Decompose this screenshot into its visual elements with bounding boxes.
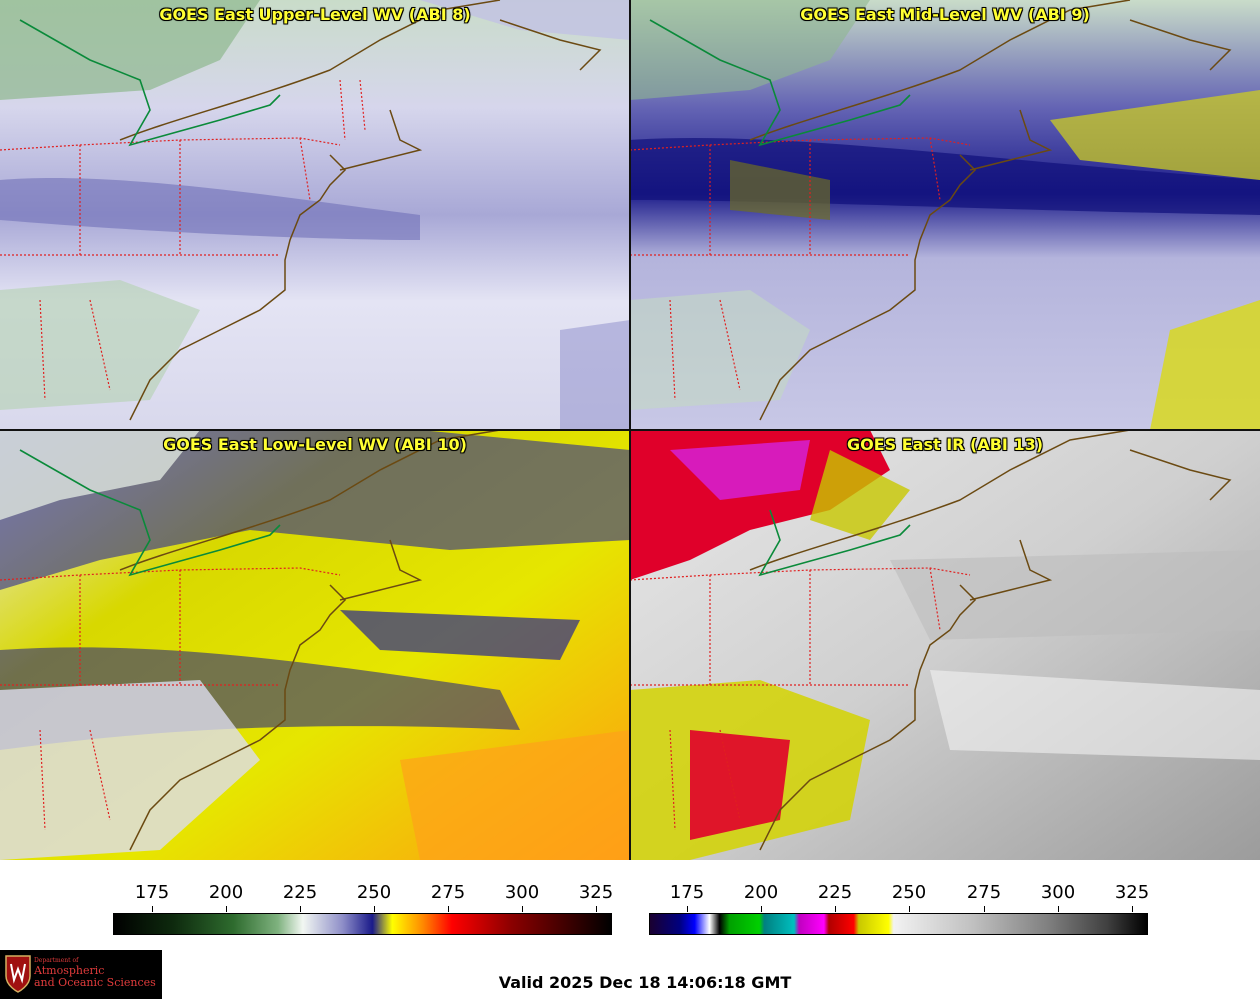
ir-tick-mark	[1132, 906, 1133, 912]
panel-low-level-wv: GOES East Low-Level WV (ABI 10)	[0, 430, 630, 860]
ir-tick-label: 200	[743, 882, 779, 903]
ir-tick-mark	[835, 906, 836, 912]
wv-tick-label: 200	[208, 882, 244, 903]
ir-colorbar	[649, 913, 1148, 935]
ir-tick-label: 300	[1040, 882, 1076, 903]
coastline-3	[119, 430, 501, 851]
wv-color-scale: 175 200 225 250 275 300 325	[113, 870, 614, 940]
logo-line-1: Atmospheric	[34, 964, 105, 977]
wv-tick-mark	[448, 906, 449, 912]
wv-tick-label: 225	[282, 882, 318, 903]
canada-border-3	[19, 449, 281, 577]
ir-image	[630, 430, 1260, 860]
uw-crest-icon	[5, 955, 31, 993]
wv-tick-label: 300	[504, 882, 540, 903]
ir-tick-mark	[687, 906, 688, 912]
ir-scale-ticks: 175 200 225 250 275 300 325	[649, 870, 1150, 912]
wv-tick-mark	[522, 906, 523, 912]
wv-colorbar	[113, 913, 612, 935]
ir-tick-label: 325	[1114, 882, 1150, 903]
panel-title-low: GOES East Low-Level WV (ABI 10)	[163, 435, 467, 454]
panel-title-ir: GOES East IR (ABI 13)	[846, 435, 1044, 454]
valid-time: Valid 2025 Dec 18 14:06:18 GMT	[498, 973, 792, 992]
state-borders-4	[630, 567, 971, 831]
ir-tick-mark	[761, 906, 762, 912]
panel-title-mid: GOES East Mid-Level WV (ABI 9)	[800, 5, 1090, 24]
panel-upper-level-wv: GOES East Upper-Level WV (ABI 8)	[0, 0, 630, 430]
canada-border-4	[758, 509, 911, 577]
mid-level-wv-image	[630, 0, 1260, 430]
wv-tick-label: 325	[578, 882, 614, 903]
canada-border	[19, 19, 281, 147]
wv-tick-mark	[226, 906, 227, 912]
wv-tick-label: 275	[430, 882, 466, 903]
ir-tick-mark	[1058, 906, 1059, 912]
logo-text: Department of Atmospheric and Oceanic Sc…	[34, 957, 156, 989]
ir-tick-label: 225	[817, 882, 853, 903]
wv-scale-ticks: 175 200 225 250 275 300 325	[113, 870, 614, 912]
coastline-2	[749, 0, 1232, 421]
wv-tick-mark	[152, 906, 153, 912]
upper-level-wv-image	[0, 0, 630, 430]
wv-tick-label: 250	[356, 882, 392, 903]
wv-tick-label: 175	[134, 882, 170, 903]
ir-tick-label: 250	[891, 882, 927, 903]
low-level-wv-image	[0, 430, 630, 860]
logo-line-0: Department of	[34, 957, 79, 964]
ir-tick-mark	[984, 906, 985, 912]
wv-tick-mark	[300, 906, 301, 912]
coastline-4	[749, 430, 1232, 851]
wv-tick-mark	[596, 906, 597, 912]
aos-logo: Department of Atmospheric and Oceanic Sc…	[0, 950, 162, 999]
panel-ir: GOES East IR (ABI 13)	[630, 430, 1260, 860]
canada-border-2	[649, 19, 911, 147]
logo-line-2: and Oceanic Sciences	[34, 976, 156, 989]
wv-tick-mark	[374, 906, 375, 912]
panel-divider-horizontal	[0, 429, 1260, 431]
panel-mid-level-wv: GOES East Mid-Level WV (ABI 9)	[630, 0, 1260, 430]
ir-tick-label: 275	[966, 882, 1002, 903]
state-borders-2	[630, 137, 971, 401]
panel-title-upper: GOES East Upper-Level WV (ABI 8)	[159, 5, 471, 24]
state-borders	[0, 79, 366, 401]
ir-color-scale: 175 200 225 250 275 300 325	[649, 870, 1150, 940]
coastline	[119, 0, 602, 421]
ir-tick-mark	[909, 906, 910, 912]
ir-tick-label: 175	[669, 882, 705, 903]
state-borders-3	[0, 567, 341, 831]
